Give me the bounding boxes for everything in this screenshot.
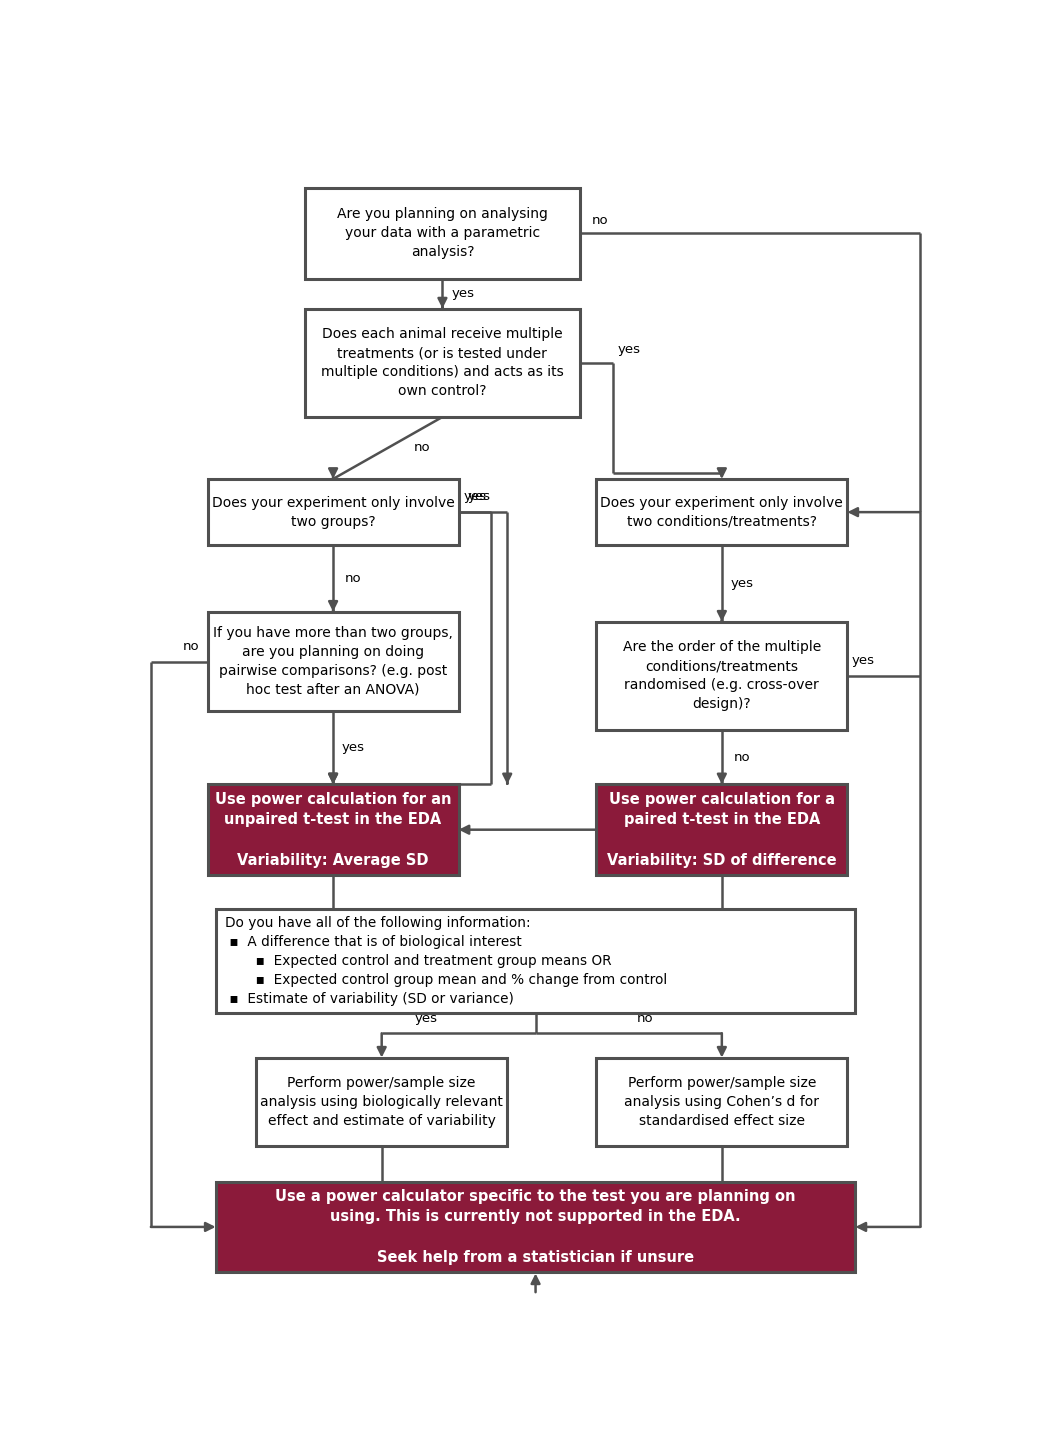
FancyBboxPatch shape <box>215 910 856 1013</box>
Text: Are you planning on analysing
your data with a parametric
analysis?: Are you planning on analysing your data … <box>336 207 548 259</box>
FancyBboxPatch shape <box>215 1181 856 1272</box>
Text: yes: yes <box>415 1013 438 1026</box>
FancyBboxPatch shape <box>208 612 459 711</box>
Text: yes: yes <box>852 654 875 667</box>
Text: no: no <box>414 441 431 454</box>
Text: Use power calculation for a
paired t-test in the EDA

Variability: SD of differe: Use power calculation for a paired t-tes… <box>607 792 837 868</box>
FancyBboxPatch shape <box>597 785 847 875</box>
Text: yes: yes <box>467 490 490 503</box>
Text: Does each animal receive multiple
treatments (or is tested under
multiple condit: Does each animal receive multiple treatm… <box>321 328 564 398</box>
FancyBboxPatch shape <box>597 479 847 545</box>
Text: If you have more than two groups,
are you planning on doing
pairwise comparisons: If you have more than two groups, are yo… <box>213 627 454 697</box>
Text: no: no <box>636 1013 653 1026</box>
Text: Perform power/sample size
analysis using Cohen’s d for
standardised effect size: Perform power/sample size analysis using… <box>624 1076 819 1128</box>
FancyBboxPatch shape <box>305 188 580 279</box>
Text: Use power calculation for an
unpaired t-test in the EDA

Variability: Average SD: Use power calculation for an unpaired t-… <box>215 792 451 868</box>
Text: Does your experiment only involve
two conditions/treatments?: Does your experiment only involve two co… <box>601 496 843 529</box>
FancyBboxPatch shape <box>305 309 580 417</box>
Text: Perform power/sample size
analysis using biologically relevant
effect and estima: Perform power/sample size analysis using… <box>260 1076 503 1128</box>
Text: no: no <box>593 214 608 227</box>
FancyBboxPatch shape <box>597 622 847 730</box>
FancyBboxPatch shape <box>208 479 459 545</box>
Text: yes: yes <box>463 490 486 503</box>
Text: no: no <box>183 639 200 652</box>
Text: Do you have all of the following information:
 ▪  A difference that is of biolog: Do you have all of the following informa… <box>226 917 668 1006</box>
Text: Use a power calculator specific to the test you are planning on
using. This is c: Use a power calculator specific to the t… <box>275 1188 796 1265</box>
Text: no: no <box>345 572 362 585</box>
Text: Does your experiment only involve
two groups?: Does your experiment only involve two gr… <box>212 496 455 529</box>
Text: Are the order of the multiple
conditions/treatments
randomised (e.g. cross-over
: Are the order of the multiple conditions… <box>623 641 821 711</box>
FancyBboxPatch shape <box>208 785 459 875</box>
Text: no: no <box>734 750 750 763</box>
Text: yes: yes <box>342 741 365 754</box>
Text: yes: yes <box>730 578 753 591</box>
Text: yes: yes <box>618 343 641 356</box>
FancyBboxPatch shape <box>597 1058 847 1147</box>
Text: yes: yes <box>451 287 474 300</box>
FancyBboxPatch shape <box>256 1058 507 1147</box>
